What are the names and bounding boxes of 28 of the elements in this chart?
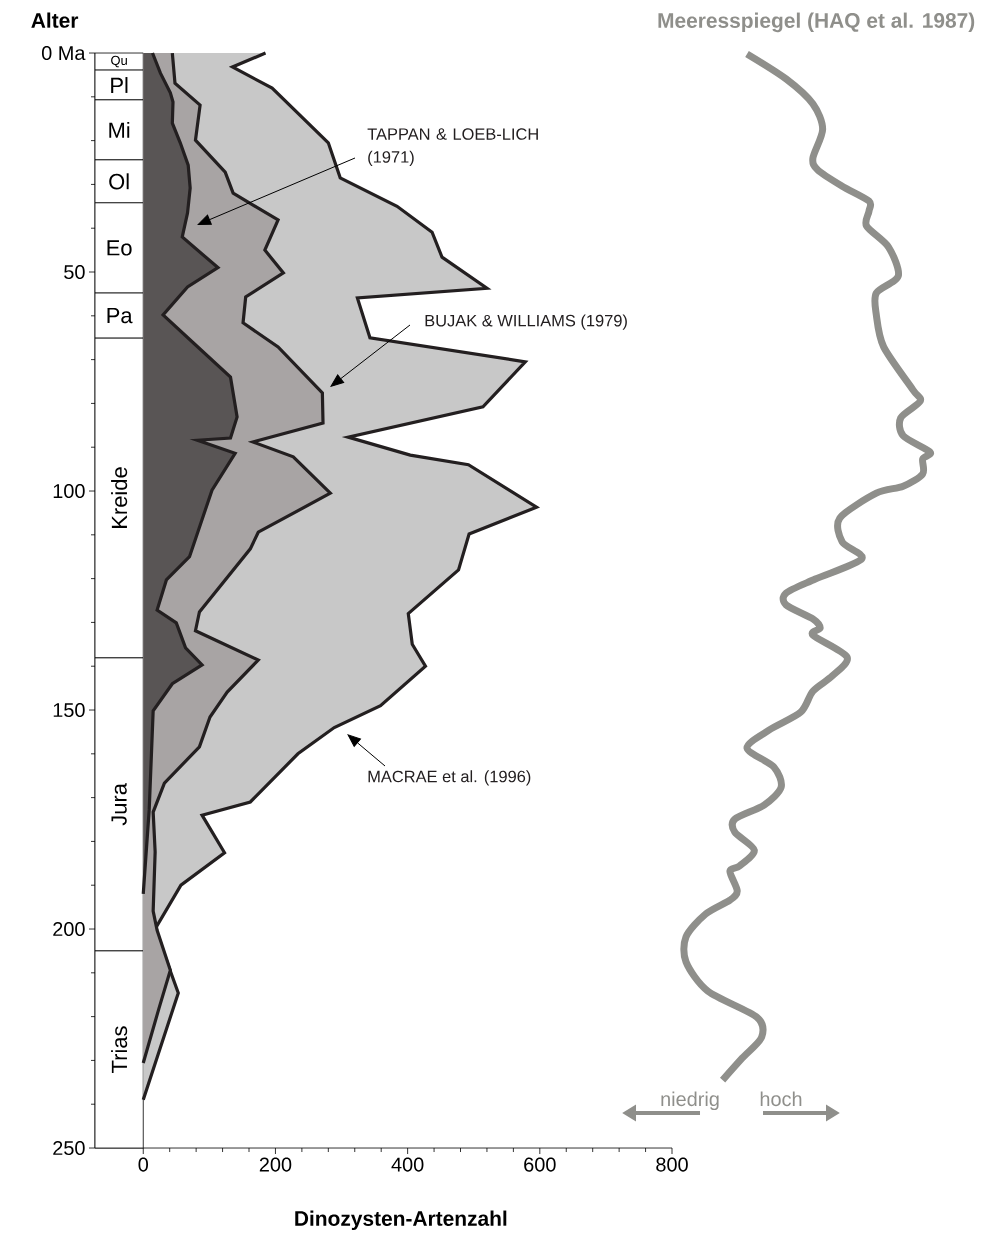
annotation: hoch <box>760 1091 802 1107</box>
y-tick-label: 100 <box>53 483 85 499</box>
band-label: Qu <box>111 55 127 68</box>
band-label: Pa <box>107 307 133 324</box>
band-label: Mi <box>109 121 130 138</box>
annotation: niedrig <box>661 1091 719 1111</box>
x-axis-title: Dinozysten-Artenzahl <box>295 1210 507 1231</box>
band-label: Jura <box>111 783 127 826</box>
annotation: TAPPAN & LOEB-LICH (1971) <box>367 128 538 167</box>
band-label: Trias <box>111 1026 128 1073</box>
y-axis-title: Alter <box>31 12 79 28</box>
annotation: BUJAK & WILLIAMS (1979) <box>425 314 627 330</box>
chart-title: Meeresspiegel (HAQ et al. 1987) <box>658 12 975 33</box>
y-tick-label: 200 <box>53 921 85 937</box>
band-label: Eo <box>107 240 132 256</box>
band-label: Kreide <box>111 467 128 528</box>
x-tick-label: 600 <box>524 1157 556 1172</box>
x-tick-label: 400 <box>391 1157 424 1172</box>
band-label: Ol <box>109 173 129 190</box>
y-tick-label: 50 <box>64 264 85 280</box>
x-tick-label: 200 <box>259 1157 292 1172</box>
annotation: MACRAE et al. (1996) <box>368 770 531 786</box>
x-tick-label: 800 <box>656 1157 688 1172</box>
y-tick-label: 250 <box>53 1140 85 1156</box>
band-label: Pl <box>111 77 128 93</box>
y-tick-label: 150 <box>53 702 85 718</box>
y-tick-label: 0 Ma <box>41 45 86 61</box>
x-tick-label: 0 <box>138 1157 149 1172</box>
